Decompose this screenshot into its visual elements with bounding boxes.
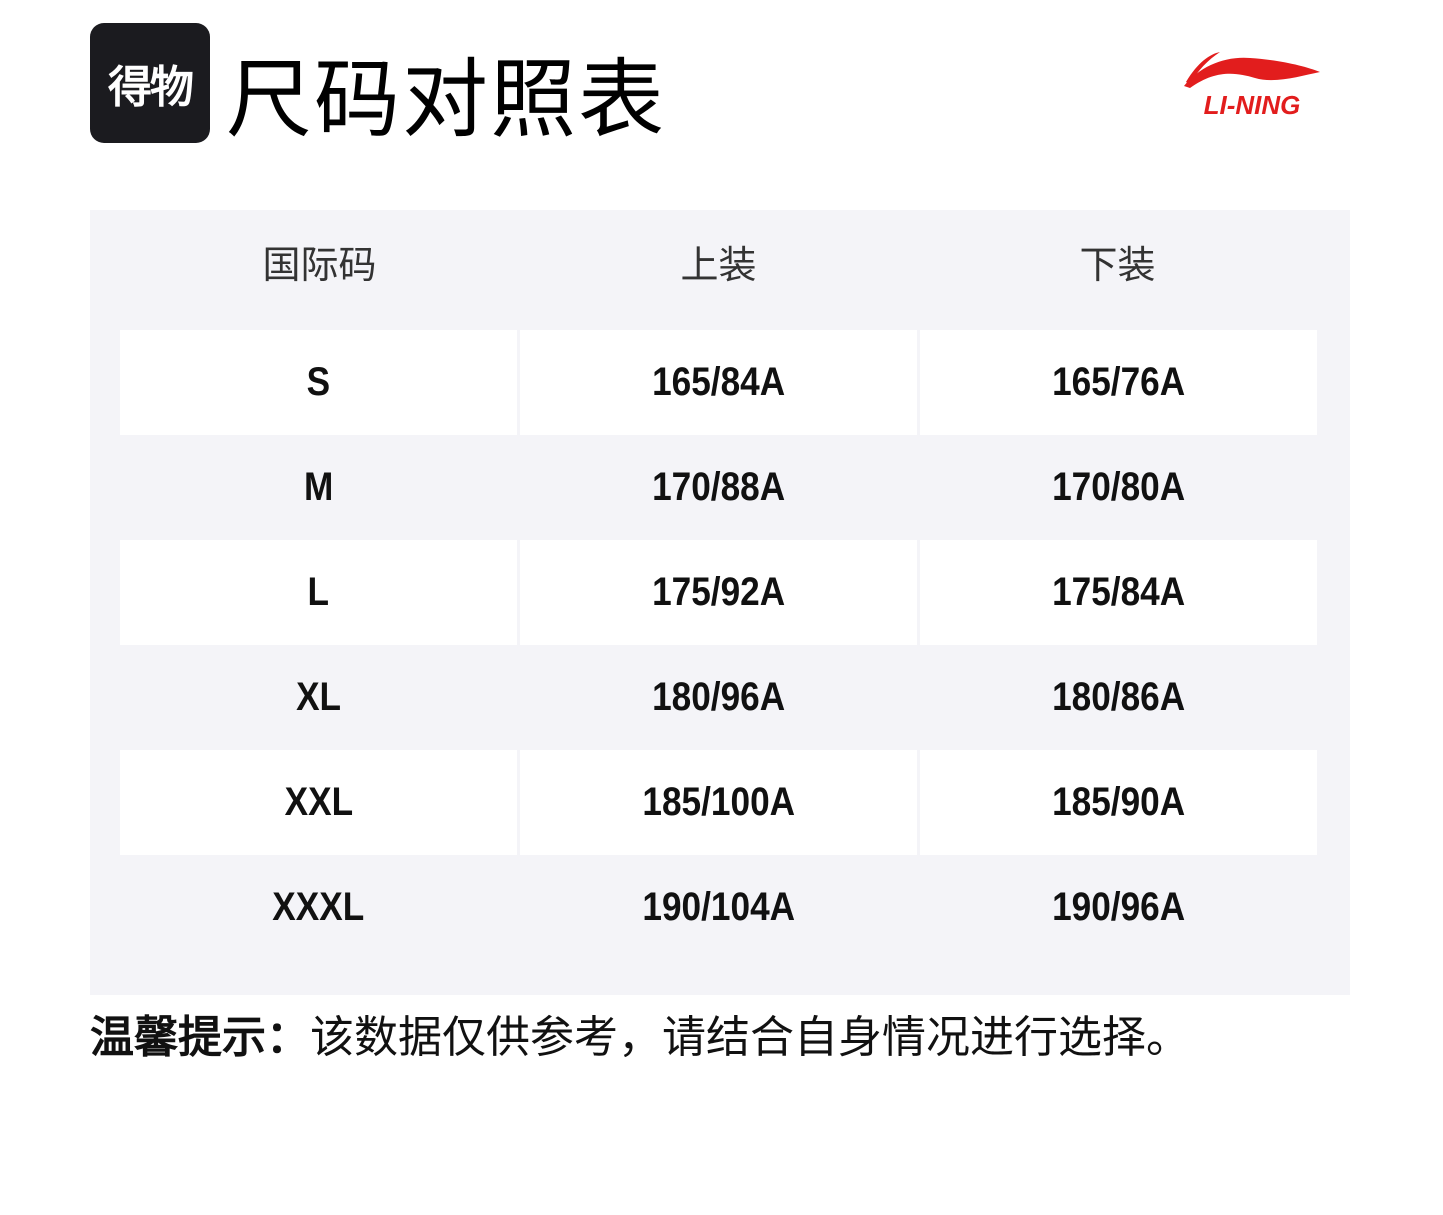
column-header-intl-size: 国际码 — [262, 243, 377, 287]
table-row: M 170/88A 170/80A — [120, 435, 1317, 540]
cell-value: M — [303, 465, 334, 509]
li-ning-logo: LI-NING — [1184, 52, 1320, 120]
size-cell: XXXL — [120, 855, 517, 960]
cell-value: 165/84A — [651, 360, 786, 404]
cell-value: 175/84A — [1051, 570, 1186, 614]
cell-value: XXL — [284, 780, 353, 824]
tops-cell: 180/96A — [520, 645, 917, 750]
size-cell: XL — [120, 645, 517, 750]
cell-value: 170/88A — [651, 465, 786, 509]
table-row: XXL 185/100A 185/90A — [120, 750, 1317, 855]
bottoms-cell: 190/96A — [920, 855, 1317, 960]
table-row: S 165/84A 165/76A — [120, 330, 1317, 435]
size-cell: XXL — [120, 750, 517, 855]
tip-label: 温馨提示： — [90, 1012, 310, 1063]
bottoms-cell: 180/86A — [920, 645, 1317, 750]
size-cell: M — [120, 435, 517, 540]
tops-cell: 190/104A — [520, 855, 917, 960]
cell-value: L — [307, 570, 330, 614]
cell-value: 185/90A — [1051, 780, 1186, 824]
tops-cell: 185/100A — [520, 750, 917, 855]
table-row: L 175/92A 175/84A — [120, 540, 1317, 645]
column-header-bottoms: 下装 — [1079, 243, 1156, 287]
tops-cell: 170/88A — [520, 435, 917, 540]
bottoms-cell: 165/76A — [920, 330, 1317, 435]
table-header: 国际码 上装 下装 — [120, 210, 1317, 330]
cell-value: 185/100A — [642, 780, 795, 824]
tip-text: 该数据仅供参考，请结合自身情况进行选择。 — [310, 1012, 1190, 1063]
table-row: XL 180/96A 180/86A — [120, 645, 1317, 750]
dewu-logo-text: 得物 — [108, 62, 194, 113]
tops-cell: 165/84A — [520, 330, 917, 435]
size-cell: S — [120, 330, 517, 435]
li-ning-logo-text: LI-NING — [1204, 90, 1301, 120]
cell-value: XXXL — [272, 885, 365, 929]
cell-value: 180/86A — [1051, 675, 1186, 719]
cell-value: 190/96A — [1051, 885, 1186, 929]
bottoms-cell: 185/90A — [920, 750, 1317, 855]
dewu-logo: 得物 — [90, 23, 210, 143]
size-cell: L — [120, 540, 517, 645]
cell-value: S — [306, 360, 331, 404]
column-header-tops: 上装 — [680, 243, 757, 287]
cell-value: XL — [296, 675, 341, 719]
bottoms-cell: 175/84A — [920, 540, 1317, 645]
tops-cell: 175/92A — [520, 540, 917, 645]
cell-value: 175/92A — [651, 570, 786, 614]
table-row: XXXL 190/104A 190/96A — [120, 855, 1317, 960]
tip-note: 温馨提示：该数据仅供参考，请结合自身情况进行选择。 — [90, 1008, 1190, 1068]
size-table: 国际码 上装 下装 S 165/84A 165/76A M 170/88A 170/80A… — [90, 210, 1350, 995]
cell-value: 180/96A — [651, 675, 786, 719]
cell-value: 165/76A — [1051, 360, 1186, 404]
cell-value: 170/80A — [1051, 465, 1186, 509]
page-title: 尺码对照表 — [226, 50, 666, 150]
cell-value: 190/104A — [642, 885, 795, 929]
bottoms-cell: 170/80A — [920, 435, 1317, 540]
